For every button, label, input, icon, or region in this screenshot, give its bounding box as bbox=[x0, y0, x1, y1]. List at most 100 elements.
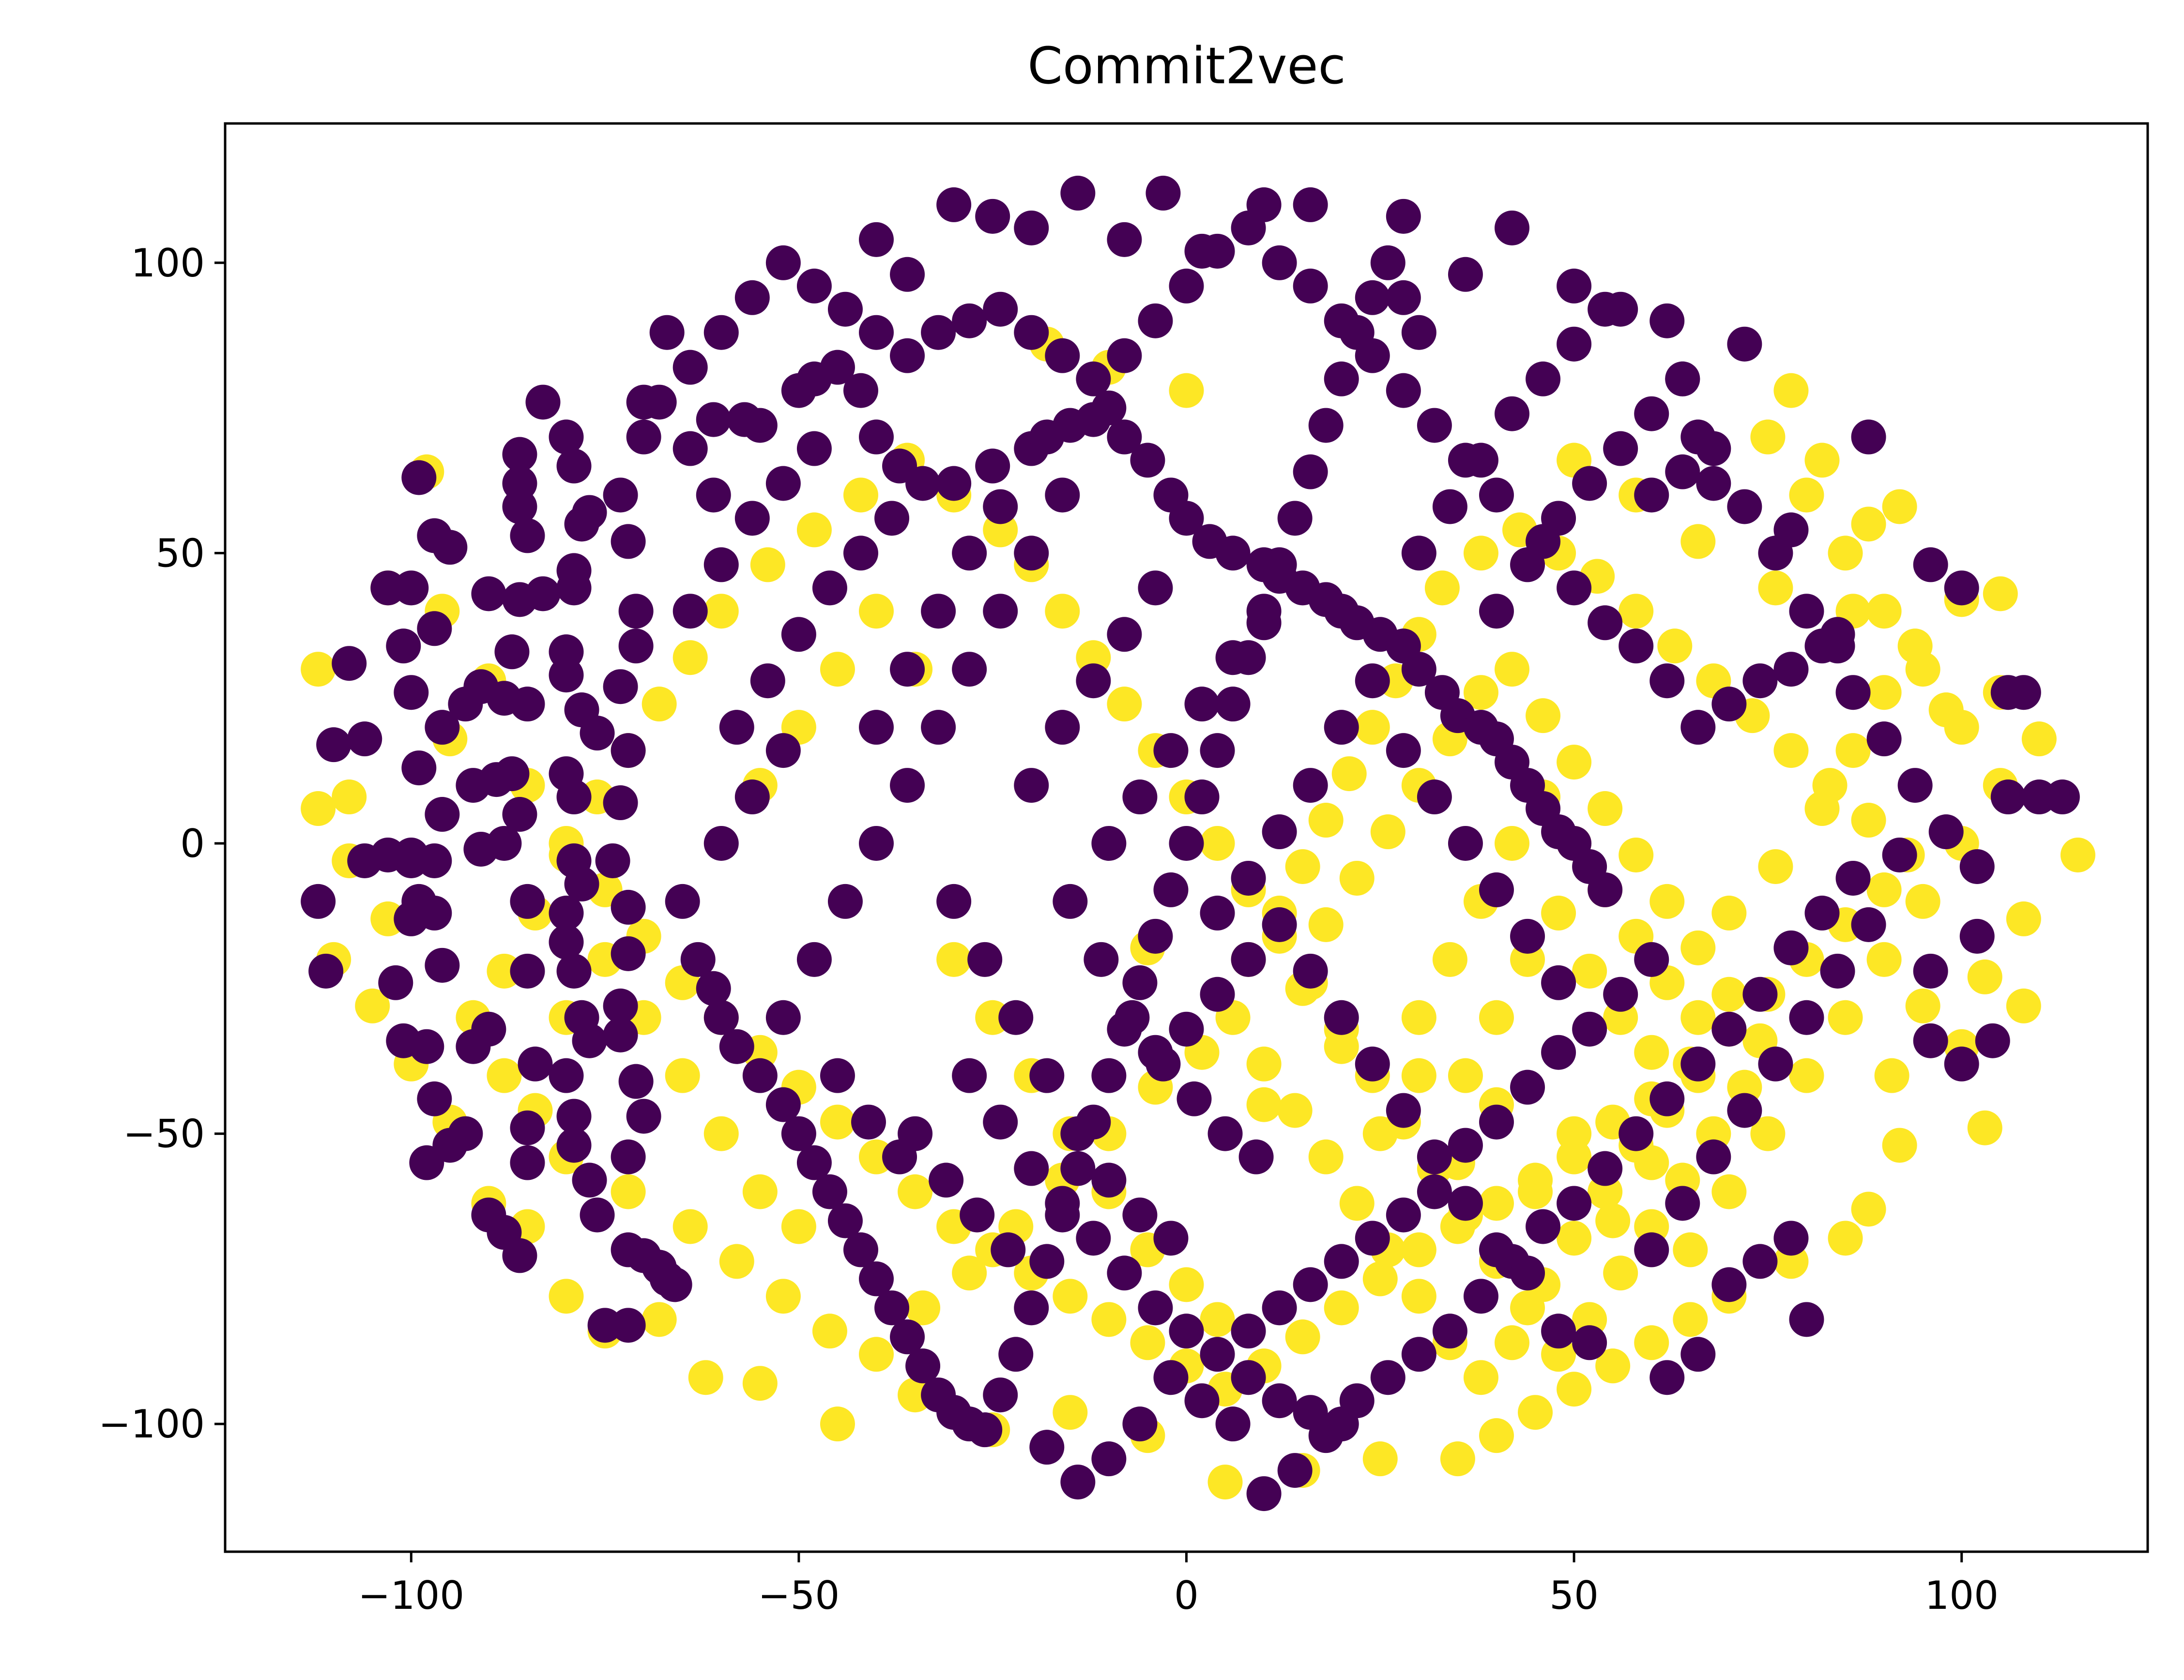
point-s1-128 bbox=[1130, 443, 1165, 478]
point-s1-441 bbox=[1246, 187, 1282, 222]
point-s1-141 bbox=[1401, 652, 1436, 687]
point-s1-229 bbox=[874, 501, 910, 536]
point-s1-95 bbox=[611, 936, 646, 971]
point-s1-174 bbox=[998, 1337, 1034, 1372]
point-s1-49 bbox=[510, 687, 545, 722]
point-s1-391 bbox=[1293, 1267, 1328, 1302]
point-s0-64 bbox=[820, 1406, 855, 1442]
point-s1-221 bbox=[921, 594, 956, 629]
point-s1-324 bbox=[1804, 895, 1840, 931]
point-s1-218 bbox=[1153, 1221, 1189, 1256]
point-s1-455 bbox=[1851, 419, 1886, 455]
point-s1-193 bbox=[1293, 454, 1328, 489]
point-s1-428 bbox=[734, 280, 770, 315]
point-s0-139 bbox=[1308, 803, 1344, 838]
point-s1-384 bbox=[1510, 1069, 1545, 1105]
point-s1-397 bbox=[1773, 652, 1809, 687]
point-s1-9 bbox=[378, 965, 413, 1000]
point-s0-206 bbox=[952, 1255, 987, 1291]
point-s1-448 bbox=[1649, 303, 1685, 338]
point-s1-265 bbox=[1231, 1360, 1266, 1395]
point-s1-115 bbox=[820, 350, 855, 385]
point-s1-205 bbox=[890, 768, 925, 803]
point-s0-230 bbox=[1804, 791, 1840, 826]
point-s1-107 bbox=[649, 315, 685, 350]
point-s1-89 bbox=[657, 1267, 692, 1302]
point-s1-23 bbox=[386, 628, 421, 664]
point-s1-373 bbox=[1324, 1000, 1359, 1035]
point-s1-458 bbox=[1990, 675, 2026, 710]
point-s1-410 bbox=[1293, 268, 1328, 304]
point-s1-53 bbox=[525, 576, 561, 611]
point-s1-276 bbox=[1324, 710, 1359, 745]
point-s1-183 bbox=[1138, 918, 1173, 954]
point-s1-168 bbox=[905, 1348, 941, 1384]
x-axis: −100 −50 0 50 100 bbox=[358, 1552, 1999, 1618]
point-s1-435 bbox=[975, 199, 1010, 234]
point-s1-431 bbox=[641, 384, 677, 420]
point-s1-29 bbox=[394, 570, 429, 606]
point-s1-270 bbox=[929, 1162, 964, 1198]
point-s0-231 bbox=[1835, 733, 1871, 768]
point-s0-15 bbox=[1750, 1116, 1786, 1151]
point-s1-457 bbox=[1944, 570, 1979, 606]
point-s1-453 bbox=[1773, 512, 1809, 548]
point-s1-187 bbox=[1200, 733, 1235, 768]
point-s1-39 bbox=[510, 884, 545, 919]
point-s1-261 bbox=[1107, 1255, 1142, 1291]
point-s1-401 bbox=[1588, 605, 1623, 641]
point-s1-386 bbox=[1448, 1128, 1483, 1163]
point-s1-222 bbox=[952, 535, 987, 571]
point-s1-56 bbox=[502, 466, 537, 501]
point-s1-180 bbox=[1091, 1058, 1127, 1093]
point-s1-370 bbox=[1417, 1139, 1452, 1175]
point-s1-350 bbox=[1634, 1232, 1669, 1268]
point-s0-106 bbox=[1285, 1319, 1320, 1355]
point-s1-327 bbox=[1711, 1011, 1747, 1047]
point-s1-230 bbox=[703, 825, 739, 861]
point-s1-233 bbox=[672, 594, 708, 629]
point-s1-336 bbox=[1432, 1313, 1467, 1349]
point-s1-285 bbox=[1262, 814, 1297, 850]
point-s0-125 bbox=[1773, 733, 1809, 768]
point-s1-363 bbox=[1649, 1360, 1685, 1395]
point-s0-56 bbox=[1440, 1441, 1475, 1477]
point-s0-273 bbox=[1479, 1000, 1514, 1035]
point-s1-417 bbox=[1076, 361, 1111, 397]
point-s1-443 bbox=[1386, 199, 1421, 234]
point-s1-74 bbox=[549, 924, 584, 960]
point-s1-388 bbox=[1386, 1197, 1421, 1233]
point-s0-107 bbox=[1324, 1290, 1359, 1326]
point-s1-226 bbox=[781, 617, 816, 652]
point-s1-437 bbox=[1060, 175, 1096, 211]
point-s1-460 bbox=[347, 843, 382, 878]
point-s1-163 bbox=[827, 1203, 863, 1238]
point-s0-129 bbox=[1619, 594, 1654, 629]
point-s1-416 bbox=[1107, 338, 1142, 373]
point-s1-62 bbox=[572, 495, 607, 530]
point-s0-184 bbox=[843, 477, 878, 513]
point-s1-27 bbox=[401, 460, 437, 495]
point-s1-112 bbox=[742, 408, 778, 443]
point-s1-202 bbox=[796, 942, 832, 977]
point-s1-78 bbox=[549, 1058, 584, 1093]
point-s1-192 bbox=[1277, 501, 1313, 536]
point-s0-6 bbox=[1401, 1058, 1436, 1093]
point-s1-109 bbox=[696, 477, 731, 513]
point-s1-295 bbox=[1479, 594, 1514, 629]
point-s1-450 bbox=[1680, 419, 1716, 455]
point-s0-121 bbox=[1866, 872, 1902, 907]
point-s1-385 bbox=[1479, 1104, 1514, 1140]
point-s0-149 bbox=[1526, 698, 1561, 733]
point-s1-328 bbox=[1680, 1046, 1716, 1082]
point-s1-225 bbox=[750, 663, 785, 699]
point-s1-438 bbox=[1107, 222, 1142, 257]
point-s1-260 bbox=[1076, 1221, 1111, 1256]
point-s1-357 bbox=[1851, 907, 1886, 942]
point-s1-250 bbox=[1084, 942, 1119, 977]
point-s1-395 bbox=[1711, 687, 1747, 722]
point-s1-342 bbox=[1246, 1476, 1282, 1512]
point-s1-208 bbox=[983, 594, 1018, 629]
point-s1-242 bbox=[1138, 570, 1173, 606]
point-s1-338 bbox=[1370, 1360, 1405, 1395]
